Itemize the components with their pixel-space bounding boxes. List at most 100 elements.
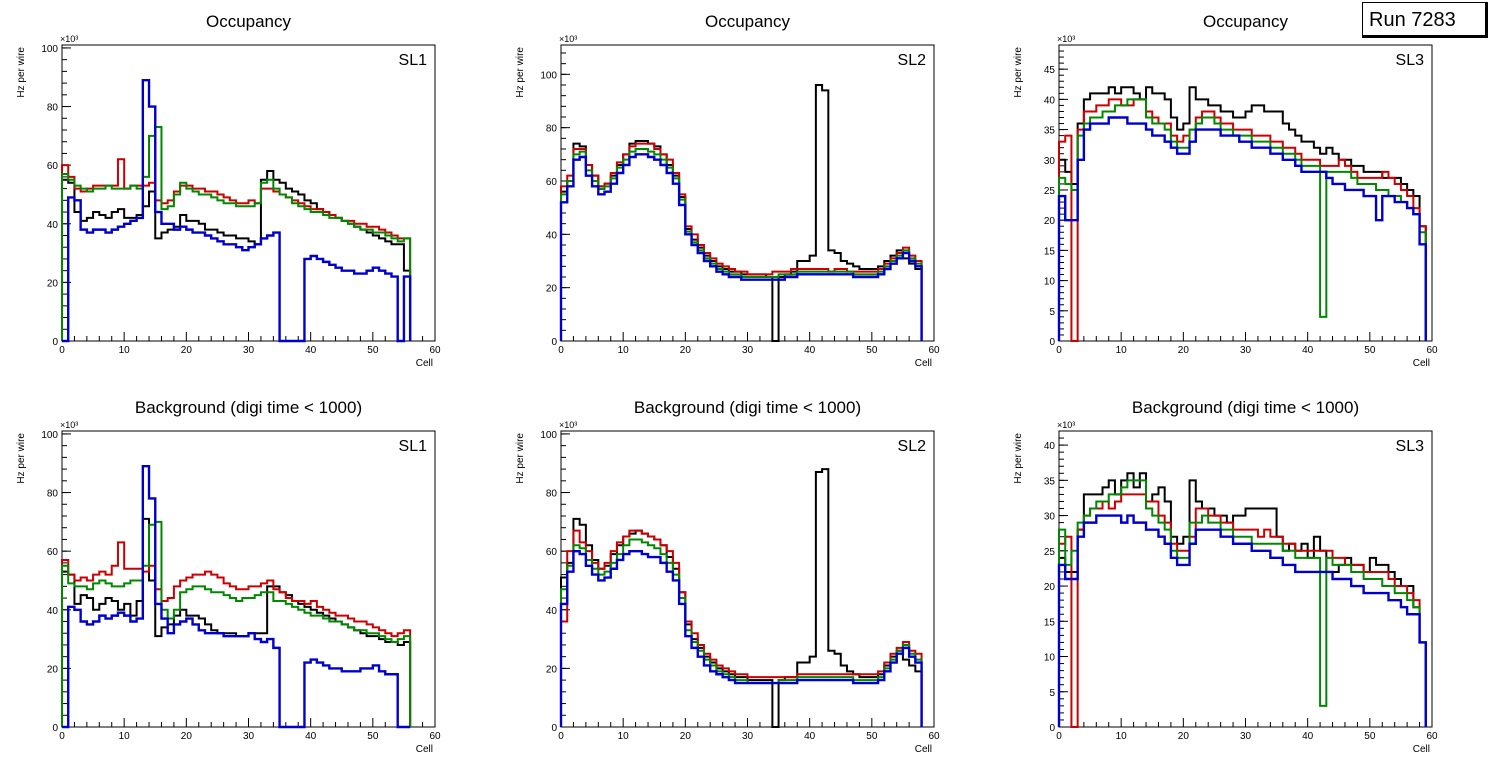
y-tick-label: 20 xyxy=(47,278,59,289)
x-tick-label: 20 xyxy=(1178,345,1190,356)
series-blue-histogram xyxy=(1057,514,1427,727)
y-tick-label: 25 xyxy=(1044,547,1056,558)
x-tick-label: 10 xyxy=(1116,731,1128,742)
x-axis-label: Cell xyxy=(915,744,932,755)
y-tick-label: 5 xyxy=(1049,307,1055,318)
y-tick-label: 40 xyxy=(1044,95,1056,106)
x-tick-label: 50 xyxy=(367,345,379,356)
run-label-box: Run 7283 xyxy=(1362,2,1488,38)
x-tick-label: 20 xyxy=(680,731,692,742)
x-tick-label: 60 xyxy=(429,345,441,356)
y-tick-label: 60 xyxy=(47,161,59,172)
y-axis-label: Hz per wire xyxy=(16,433,27,484)
panel-title: Occupancy xyxy=(206,12,292,31)
y-tick-label: 0 xyxy=(1049,337,1055,348)
x-tick-label: 0 xyxy=(1056,345,1062,356)
x-tick-label: 20 xyxy=(1178,731,1190,742)
x-tick-label: 40 xyxy=(804,731,816,742)
y-tick-label: 40 xyxy=(1044,441,1056,452)
y-tick-label: 20 xyxy=(1044,582,1056,593)
y-tick-label: 100 xyxy=(540,430,557,441)
y-tick-label: 0 xyxy=(1049,723,1055,734)
y-tick-label: 30 xyxy=(1044,512,1056,523)
x-tick-label: 0 xyxy=(59,345,65,356)
plot-frame xyxy=(1058,44,1433,342)
series-red-histogram xyxy=(61,541,412,727)
panel-title: Background (digi time < 1000) xyxy=(135,398,362,417)
y-axis-exponent: ×10³ xyxy=(60,420,78,430)
x-tick-label: 60 xyxy=(1426,731,1438,742)
x-tick-label: 40 xyxy=(1302,345,1314,356)
y-tick-label: 30 xyxy=(1044,156,1056,167)
x-tick-label: 10 xyxy=(1116,345,1128,356)
x-tick-label: 50 xyxy=(866,345,878,356)
x-tick-label: 0 xyxy=(558,345,564,356)
y-axis-label: Hz per wire xyxy=(16,47,27,98)
x-tick-label: 20 xyxy=(680,345,692,356)
x-tick-label: 50 xyxy=(367,731,379,742)
series-red-histogram xyxy=(1058,493,1427,728)
panel-title: Background (digi time < 1000) xyxy=(634,398,861,417)
x-tick-label: 10 xyxy=(618,345,630,356)
superlayer-label: SL1 xyxy=(399,438,428,455)
y-axis-exponent: ×10³ xyxy=(1057,34,1075,44)
x-tick-label: 30 xyxy=(243,345,255,356)
histogram-panel-6: 0 10 20 30 40 50 60 0 5 10 15 20 25 30 35 40 Background … xyxy=(1013,398,1438,755)
series-blue-histogram xyxy=(62,464,411,729)
x-tick-label: 40 xyxy=(305,345,317,356)
histogram-panel-5: 0 10 20 30 40 50 60 0 20 40 60 80 100 Background (dig… xyxy=(515,398,940,755)
x-tick-label: 50 xyxy=(866,731,878,742)
x-axis-label: Cell xyxy=(1413,744,1430,755)
x-tick-label: 60 xyxy=(1426,345,1438,356)
y-tick-label: 0 xyxy=(52,337,58,348)
y-tick-label: 60 xyxy=(546,547,558,558)
x-tick-label: 30 xyxy=(742,345,754,356)
y-tick-label: 0 xyxy=(551,337,557,348)
plot-frame xyxy=(61,44,436,342)
panel-title: Occupancy xyxy=(1203,12,1289,31)
y-tick-label: 35 xyxy=(1044,126,1056,137)
y-tick-label: 40 xyxy=(546,606,558,617)
y-tick-label: 10 xyxy=(1044,653,1056,664)
series-green-histogram xyxy=(61,520,412,727)
histogram-panel-1: 0 10 20 30 40 50 60 0 20 40 60 80 100 Occupancy SL1 ×10… xyxy=(16,12,441,369)
x-tick-label: 10 xyxy=(119,731,131,742)
series-black-histogram xyxy=(560,468,923,728)
y-tick-label: 20 xyxy=(546,664,558,675)
y-tick-label: 40 xyxy=(47,220,59,231)
y-axis-label: Hz per wire xyxy=(515,47,526,98)
series-red-histogram xyxy=(560,142,923,341)
panel-title: Occupancy xyxy=(705,12,791,31)
y-tick-label: 10 xyxy=(1044,277,1056,288)
x-tick-label: 40 xyxy=(1302,731,1314,742)
histogram-panel-2: 0 10 20 30 40 50 60 0 20 40 60 80 100 Occupancy SL2 ×10… xyxy=(515,12,940,369)
y-tick-label: 100 xyxy=(41,44,58,55)
y-tick-label: 35 xyxy=(1044,476,1056,487)
x-tick-label: 50 xyxy=(1364,345,1376,356)
y-tick-label: 45 xyxy=(1044,65,1056,76)
y-axis-label: Hz per wire xyxy=(515,433,526,484)
x-tick-label: 50 xyxy=(1364,731,1376,742)
x-tick-label: 30 xyxy=(1240,731,1252,742)
y-axis-exponent: ×10³ xyxy=(559,420,577,430)
histogram-panel-4: 0 10 20 30 40 50 60 0 20 40 60 80 100 Background (dig… xyxy=(16,398,441,755)
histogram-panel-3: 0 10 20 30 40 50 60 0 5 10 15 20 25 30 35 40 45 Occupancy… xyxy=(1013,12,1438,369)
y-tick-label: 0 xyxy=(52,723,58,734)
x-tick-label: 30 xyxy=(1240,345,1252,356)
y-axis-exponent: ×10³ xyxy=(559,34,577,44)
x-tick-label: 20 xyxy=(181,731,193,742)
x-tick-label: 40 xyxy=(804,345,816,356)
y-tick-label: 20 xyxy=(47,664,59,675)
x-tick-label: 20 xyxy=(181,345,193,356)
superlayer-label: SL3 xyxy=(1396,52,1425,69)
series-green-histogram xyxy=(1058,479,1427,727)
y-axis-label: Hz per wire xyxy=(1013,433,1024,484)
y-tick-label: 25 xyxy=(1044,186,1056,197)
x-axis-label: Cell xyxy=(915,358,932,369)
series-blue-histogram xyxy=(559,153,923,341)
superlayer-label: SL1 xyxy=(399,52,428,69)
x-tick-label: 10 xyxy=(618,731,630,742)
x-tick-label: 30 xyxy=(742,731,754,742)
